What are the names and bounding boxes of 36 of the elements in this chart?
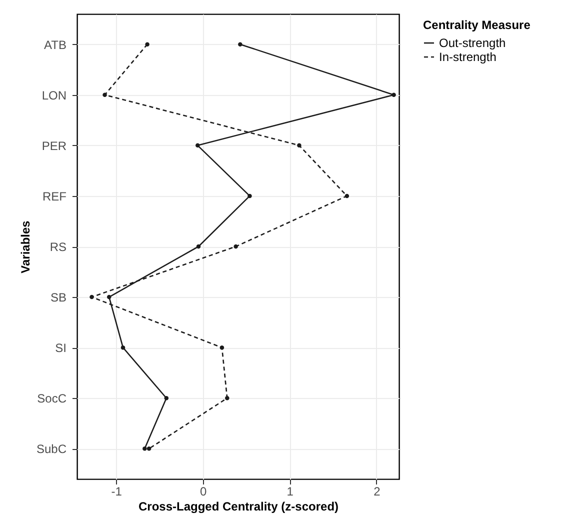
y-tick-label: ATB: [44, 38, 66, 52]
legend-title: Centrality Measure: [423, 18, 531, 32]
point: [234, 244, 238, 249]
point: [297, 143, 302, 148]
y-tick-label: LON: [42, 88, 66, 102]
legend-label: In-strength: [439, 50, 496, 64]
point: [220, 345, 224, 350]
y-tick-label: SB: [50, 290, 66, 305]
x-axis-title: Cross-Lagged Centrality (z-scored): [138, 500, 339, 514]
point: [164, 396, 169, 400]
y-axis-title: Variables: [18, 220, 32, 274]
point: [238, 42, 242, 46]
y-tick-label: SI: [55, 341, 66, 356]
point: [142, 446, 147, 451]
point: [102, 92, 107, 97]
x-tick-label: -1: [111, 484, 122, 498]
y-tick-label: SocC: [37, 392, 67, 406]
point: [90, 294, 94, 300]
y-tick-label: RS: [50, 240, 66, 254]
point: [106, 294, 112, 300]
y-tick-label: PER: [42, 138, 67, 153]
point: [196, 143, 200, 148]
point: [392, 92, 396, 97]
x-tick-label: 2: [374, 484, 381, 498]
point: [225, 396, 230, 400]
point: [344, 194, 350, 198]
point: [146, 446, 152, 451]
x-tick-label: 0: [200, 484, 208, 498]
point: [248, 194, 252, 198]
point: [196, 244, 201, 249]
x-tick-label: 1: [286, 484, 294, 498]
point: [120, 345, 126, 350]
y-tick-label: SubC: [36, 442, 67, 456]
point: [145, 42, 150, 46]
y-tick-label: REF: [42, 189, 66, 204]
legend-label: Out-strength: [439, 36, 506, 50]
